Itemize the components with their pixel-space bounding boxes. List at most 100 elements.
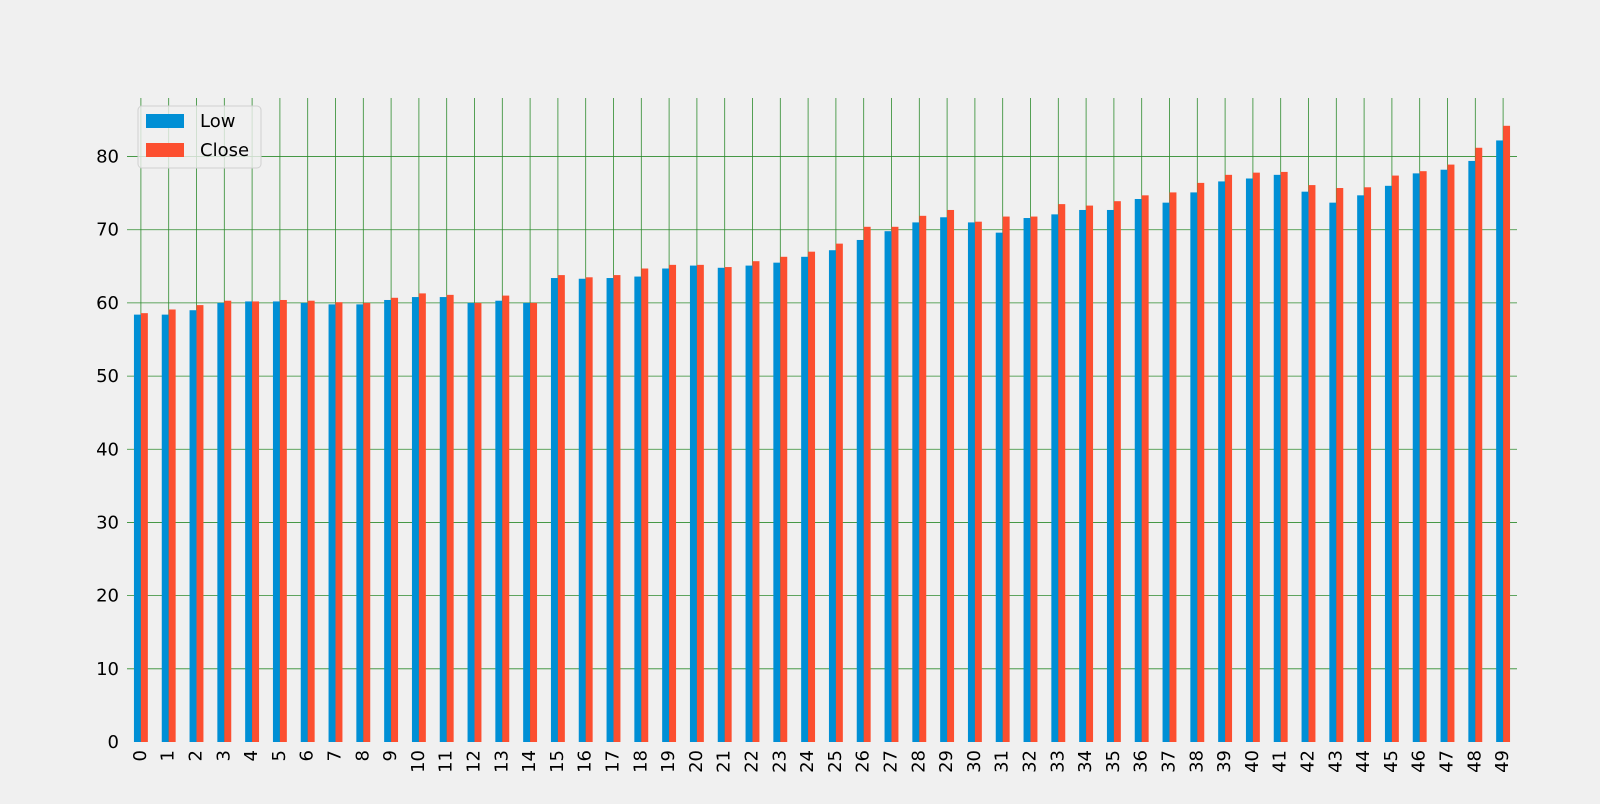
x-tick-label: 12	[464, 750, 485, 773]
bar-close-20	[696, 264, 704, 742]
y-tick-label: 20	[96, 586, 119, 607]
bar-close-17	[613, 275, 621, 742]
bar-low-32	[1023, 218, 1031, 742]
bar-close-29	[947, 209, 955, 742]
bar-low-24	[801, 256, 809, 742]
legend-swatch-close	[146, 143, 184, 157]
bar-close-48	[1475, 147, 1483, 742]
bar-low-45	[1384, 185, 1392, 742]
bar-close-49	[1503, 125, 1511, 743]
bar-low-23	[773, 262, 781, 742]
bar-low-17	[606, 278, 614, 742]
bar-close-46	[1419, 171, 1427, 742]
bar-close-10	[418, 293, 426, 742]
y-tick-label: 50	[96, 366, 119, 387]
bar-low-11	[439, 297, 447, 742]
bar-close-44	[1364, 187, 1372, 743]
x-tick-label: 46	[1409, 750, 1430, 773]
bar-close-25	[835, 243, 843, 742]
bar-close-18	[641, 268, 649, 742]
x-tick-label: 17	[603, 750, 624, 773]
bar-low-12	[467, 302, 475, 742]
x-tick-label: 15	[547, 750, 568, 773]
bar-close-30	[974, 221, 982, 743]
bar-close-31	[1002, 216, 1010, 742]
x-tick-label: 29	[936, 750, 957, 773]
bar-low-29	[940, 217, 948, 742]
bar-low-18	[634, 276, 642, 742]
bar-low-27	[884, 231, 892, 742]
x-tick-label: 11	[436, 750, 457, 773]
bar-low-21	[717, 267, 725, 742]
y-tick-label: 30	[96, 512, 119, 533]
bar-close-13	[502, 295, 510, 742]
x-tick-label: 38	[1186, 750, 1207, 773]
x-tick-label: 19	[658, 750, 679, 773]
bar-low-30	[967, 222, 975, 743]
y-tick-label: 60	[96, 293, 119, 314]
x-tick-label: 13	[491, 750, 512, 773]
bar-low-22	[745, 265, 753, 742]
bar-low-34	[1079, 209, 1087, 742]
x-tick-label: 9	[380, 750, 401, 761]
bar-low-37	[1162, 202, 1170, 742]
x-tick-label: 23	[769, 750, 790, 773]
bar-low-46	[1412, 173, 1420, 743]
bar-low-8	[356, 304, 364, 742]
bar-low-16	[578, 278, 586, 742]
bar-close-1	[168, 309, 176, 742]
bar-low-19	[662, 268, 670, 742]
x-tick-label: 5	[269, 750, 290, 761]
bar-close-8	[363, 302, 371, 742]
bar-close-36	[1141, 195, 1149, 743]
bar-close-27	[891, 226, 899, 743]
bar-low-14	[523, 302, 531, 742]
bar-close-28	[919, 215, 927, 742]
bar-close-12	[474, 302, 482, 742]
x-tick-label: 48	[1464, 750, 1485, 773]
x-tick-label: 7	[325, 750, 346, 761]
bar-low-40	[1245, 178, 1253, 742]
x-tick-label: 45	[1381, 750, 1402, 773]
y-tick-label: 0	[108, 732, 119, 753]
bar-low-33	[1051, 214, 1059, 743]
bar-low-35	[1106, 209, 1114, 742]
bar-close-9	[391, 297, 399, 742]
x-tick-label: 35	[1103, 750, 1124, 773]
y-tick-label: 10	[96, 659, 119, 680]
bar-close-7	[335, 302, 343, 742]
x-tick-label: 20	[686, 750, 707, 773]
x-tick-label: 41	[1270, 750, 1291, 773]
x-tick-label: 18	[630, 750, 651, 773]
x-tick-label: 3	[213, 750, 234, 761]
x-tick-label: 36	[1131, 750, 1152, 773]
legend-swatch-low	[146, 114, 184, 128]
x-tick-label: 34	[1075, 750, 1096, 773]
x-axis: 0 1 2 3 4 5 6 7 8 9 10 11 12 13 14 15 16 17 18 19 20 21 22 23 24…	[130, 750, 1513, 773]
x-tick-label: 26	[853, 750, 874, 773]
bar-low-6	[300, 302, 308, 742]
bar-close-23	[780, 256, 788, 742]
bar-low-39	[1218, 181, 1226, 743]
bar-low-4	[245, 301, 253, 742]
bar-low-5	[272, 301, 280, 742]
bar-close-6	[307, 300, 315, 742]
bar-close-35	[1113, 201, 1121, 742]
bar-low-26	[856, 239, 864, 743]
bar-close-16	[585, 277, 593, 742]
y-axis: 0 10 20 30 40 50 60 70 80	[96, 147, 119, 753]
bar-close-0	[140, 313, 148, 742]
bar-low-1	[161, 314, 169, 742]
bar-low-2	[189, 310, 197, 742]
x-tick-label: 39	[1214, 750, 1235, 773]
bar-close-39	[1225, 174, 1233, 742]
legend-label-close: Close	[200, 140, 249, 161]
x-tick-label: 33	[1047, 750, 1068, 773]
bar-low-31	[995, 232, 1003, 742]
bar-close-15	[557, 275, 565, 742]
bar-low-25	[828, 250, 836, 742]
x-tick-label: 8	[352, 750, 373, 761]
x-tick-label: 28	[908, 750, 929, 773]
bar-close-42	[1308, 185, 1316, 742]
bar-close-32	[1030, 216, 1038, 742]
